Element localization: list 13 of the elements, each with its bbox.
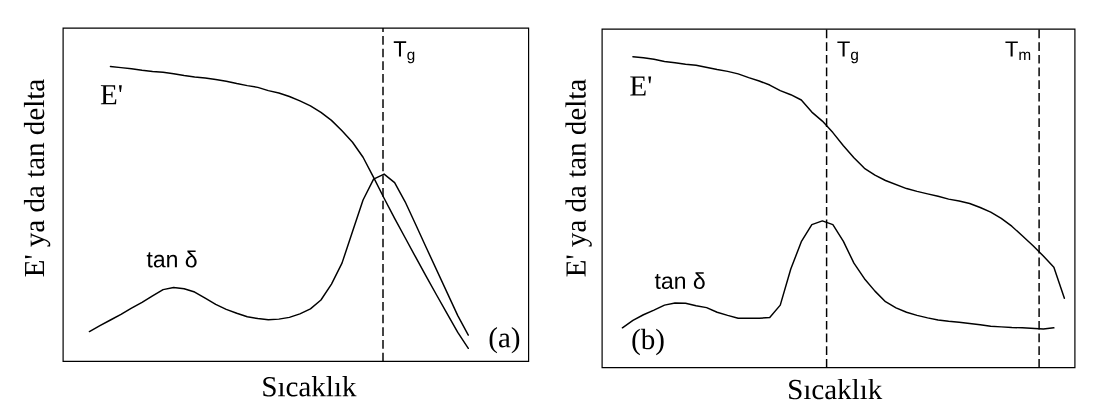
series-label: E' — [100, 85, 122, 105]
annotation: T$_{m}$ — [1005, 41, 1031, 60]
x-axis-title: Sıcaklık — [789, 378, 883, 400]
text: T$_{g}$ — [393, 41, 415, 64]
series-label: tan δ — [146, 250, 197, 268]
series-label: tan δ — [654, 272, 705, 290]
y-axis-title: E' ya da tan delta — [565, 79, 592, 277]
annotation: T$_{g}$ — [837, 41, 858, 64]
x-axis-title: Sıcaklık — [263, 376, 357, 397]
series-label: E' — [630, 76, 652, 96]
annotation: (b) — [632, 328, 664, 356]
text: (a) — [489, 327, 520, 354]
y-axis-title: E' ya da tan delta — [23, 79, 51, 277]
